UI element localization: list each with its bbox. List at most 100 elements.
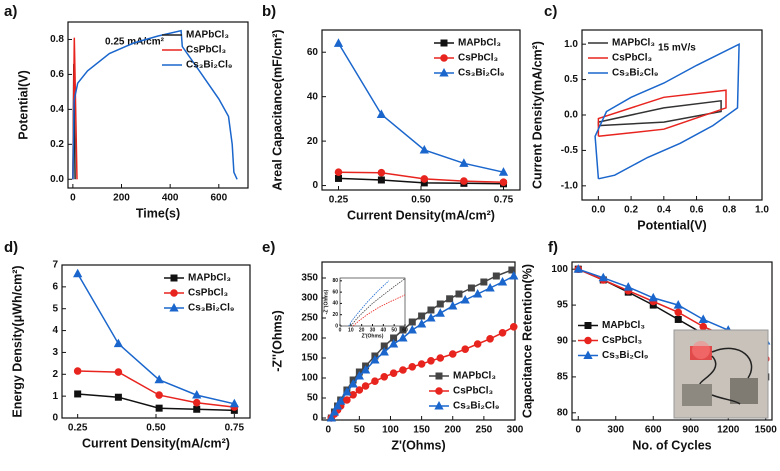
y-axis-title: Capacitance Retention(%) bbox=[520, 264, 534, 418]
y-tick-label: 85 bbox=[557, 372, 569, 383]
marker bbox=[418, 312, 426, 320]
legend-label: Cs₃Bi₂Cl₉ bbox=[612, 68, 658, 79]
marker bbox=[461, 345, 469, 354]
x-tick-label: 0.50 bbox=[411, 195, 431, 206]
y-tick-label: 95 bbox=[557, 300, 569, 311]
marker bbox=[155, 391, 163, 399]
marker bbox=[480, 278, 488, 286]
marker bbox=[398, 332, 408, 342]
marker bbox=[509, 323, 518, 331]
x-tick-label: 0.75 bbox=[494, 195, 514, 206]
marker bbox=[498, 329, 507, 337]
x-tick-label: 400 bbox=[162, 193, 179, 204]
marker bbox=[573, 264, 583, 273]
marker bbox=[698, 314, 708, 323]
x-tick-label: 0 bbox=[325, 425, 331, 436]
x-axis-title: No. of Cycles bbox=[632, 438, 711, 452]
marker bbox=[498, 167, 509, 176]
marker bbox=[485, 282, 495, 292]
annotation: 15 mV/s bbox=[658, 43, 696, 54]
panel-label: b) bbox=[262, 3, 276, 20]
legend-label: MAPbCl₃ bbox=[186, 30, 229, 41]
marker bbox=[376, 109, 387, 118]
y-tick-label: 0.8 bbox=[50, 34, 64, 45]
x-tick-label: 1500 bbox=[755, 425, 778, 436]
marker bbox=[416, 318, 427, 328]
x-tick-label: 0 bbox=[339, 327, 342, 333]
cell bbox=[682, 384, 712, 406]
x-tick-label: 0.0 bbox=[591, 205, 605, 216]
y-tick-label: 0.2 bbox=[50, 139, 64, 150]
series-line bbox=[597, 89, 727, 138]
series-line bbox=[578, 268, 767, 342]
x-tick-label: 200 bbox=[113, 193, 130, 204]
panel-label: d) bbox=[4, 239, 18, 256]
marker bbox=[377, 168, 386, 177]
marker bbox=[192, 390, 202, 399]
marker bbox=[114, 393, 122, 401]
marker bbox=[332, 400, 343, 410]
x-tick-label: 300 bbox=[607, 425, 624, 436]
legend-label: MAPbCl₃ bbox=[458, 38, 501, 49]
x-tick-label: 250 bbox=[476, 425, 493, 436]
y-tick-label: 300 bbox=[301, 293, 318, 304]
marker bbox=[407, 324, 417, 334]
marker bbox=[399, 366, 407, 374]
marker bbox=[436, 300, 444, 308]
marker bbox=[73, 268, 83, 278]
x-tick-label: 50 bbox=[354, 425, 366, 436]
y-tick-label: 100 bbox=[301, 373, 318, 384]
y-tick-label: 0 bbox=[312, 180, 318, 191]
marker bbox=[674, 315, 682, 323]
marker bbox=[497, 276, 508, 286]
panel: 0 200 400 600 0.0 0.2 0.4 0.6 0.8 Time(s) Potentia… bbox=[4, 3, 249, 220]
y-tick-label: 80 bbox=[332, 278, 338, 284]
legend-label: Cs₃Bi₂Cl₉ bbox=[458, 68, 504, 79]
x-tick-label: 600 bbox=[210, 193, 227, 204]
x-axis-title: Potential(V) bbox=[637, 218, 706, 232]
x-axis-title: Current Density(mA/cm²) bbox=[82, 436, 230, 450]
series-line bbox=[352, 294, 406, 327]
marker bbox=[326, 412, 336, 422]
panel: 0.25 0.50 0.75 0 20 40 60 Current Density(mA/cm… bbox=[262, 3, 521, 222]
legend-label: MAPbCl₃ bbox=[453, 371, 496, 382]
marker bbox=[427, 357, 435, 365]
legend-marker bbox=[170, 274, 178, 282]
y-tick-label: 100 bbox=[551, 264, 568, 275]
y-axis-title: Energy Density(μWh/cm²) bbox=[10, 265, 24, 417]
y-tick-label: 20 bbox=[332, 312, 338, 318]
marker bbox=[426, 312, 436, 322]
y-tick-label: -0.5 bbox=[561, 145, 579, 156]
legend-label: Cs₃Bi₂Cl₉ bbox=[453, 401, 499, 412]
y-tick-label: 0.0 bbox=[50, 174, 64, 185]
y-tick-label: 0.0 bbox=[564, 110, 578, 121]
marker bbox=[460, 177, 468, 185]
marker bbox=[459, 158, 469, 167]
x-tick-label: 100 bbox=[382, 425, 399, 436]
y-tick-label: 0 bbox=[335, 323, 338, 329]
plot-frame bbox=[339, 277, 406, 327]
marker bbox=[648, 292, 658, 302]
x-tick-label: 300 bbox=[507, 425, 524, 436]
x-tick-label: 0.2 bbox=[624, 205, 638, 216]
series-line bbox=[330, 275, 515, 419]
y-tick-label: 150 bbox=[301, 353, 318, 364]
y-tick-label: 80 bbox=[557, 407, 569, 418]
y-tick-label: 5 bbox=[52, 303, 58, 314]
marker bbox=[473, 340, 482, 348]
legend-marker bbox=[440, 54, 448, 62]
marker bbox=[446, 295, 454, 303]
legend-label: Cs₃Bi₂Cl₉ bbox=[186, 60, 232, 71]
legend-label: CsPbCl₃ bbox=[602, 335, 643, 346]
marker bbox=[354, 370, 364, 380]
marker bbox=[508, 266, 516, 274]
marker bbox=[420, 175, 429, 183]
x-tick-label: 40 bbox=[381, 327, 387, 333]
marker bbox=[509, 270, 519, 280]
series-line bbox=[594, 42, 740, 180]
marker bbox=[408, 318, 416, 326]
legend-marker bbox=[434, 400, 444, 410]
marker bbox=[435, 308, 445, 317]
marker bbox=[348, 378, 358, 388]
